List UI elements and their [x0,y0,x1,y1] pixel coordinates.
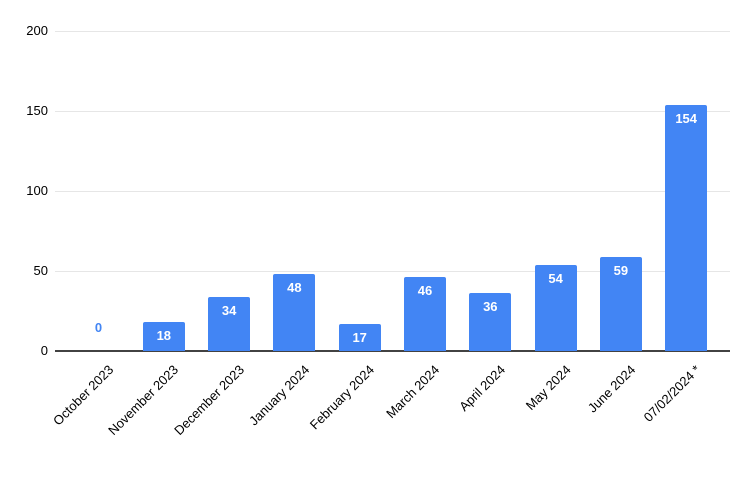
x-axis-tick-label: February 2024 [306,362,378,433]
bar-june-2024 [599,257,642,351]
x-axis-tick-label: October 2023 [49,362,117,429]
bar-value-label: 154 [675,111,698,126]
bar-december-2023 [208,297,251,351]
y-axis-tick-label: 150 [26,103,48,118]
bar-value-label: 18 [156,328,172,343]
gridline-100 [55,191,730,192]
x-axis-tick-label: 07/02/2024 * [641,362,704,425]
x-axis-tick-label: December 2023 [170,362,247,439]
bar-value-label: 34 [221,303,237,318]
bar-value-label: 54 [548,271,563,286]
bar-value-label: 59 [613,263,629,278]
gridline-200 [55,31,730,32]
bar-value-label: 46 [417,283,433,298]
y-axis-tick-label: 0 [40,343,48,358]
x-axis-tick-label: May 2024 [522,362,574,413]
y-axis-tick-label: 200 [26,23,48,38]
y-axis-tick-label: 100 [26,183,48,198]
x-axis-line [55,350,730,352]
bar-value-label: 36 [483,299,498,314]
x-axis-tick-label: March 2024 [383,362,443,422]
gridline-150 [55,111,730,112]
x-axis-tick-label: April 2024 [455,362,508,415]
bar-may-2024 [534,265,577,351]
x-axis-tick-label: June 2024 [584,362,639,416]
bar-november-2023 [142,322,185,351]
bar-march-2024 [404,277,446,351]
bar-february-2024 [338,324,381,351]
y-axis-tick-label: 50 [33,263,48,278]
bar-april-2024 [469,293,512,351]
bar-07-02-2024 [665,105,708,351]
gridline-50 [55,271,730,272]
bar-january-2024 [273,274,316,351]
bar-value-label: 48 [287,280,302,295]
x-axis-tick-label: January 2024 [245,362,313,429]
bar-value-label: 0 [94,320,103,335]
bar-value-label: 17 [352,330,367,345]
